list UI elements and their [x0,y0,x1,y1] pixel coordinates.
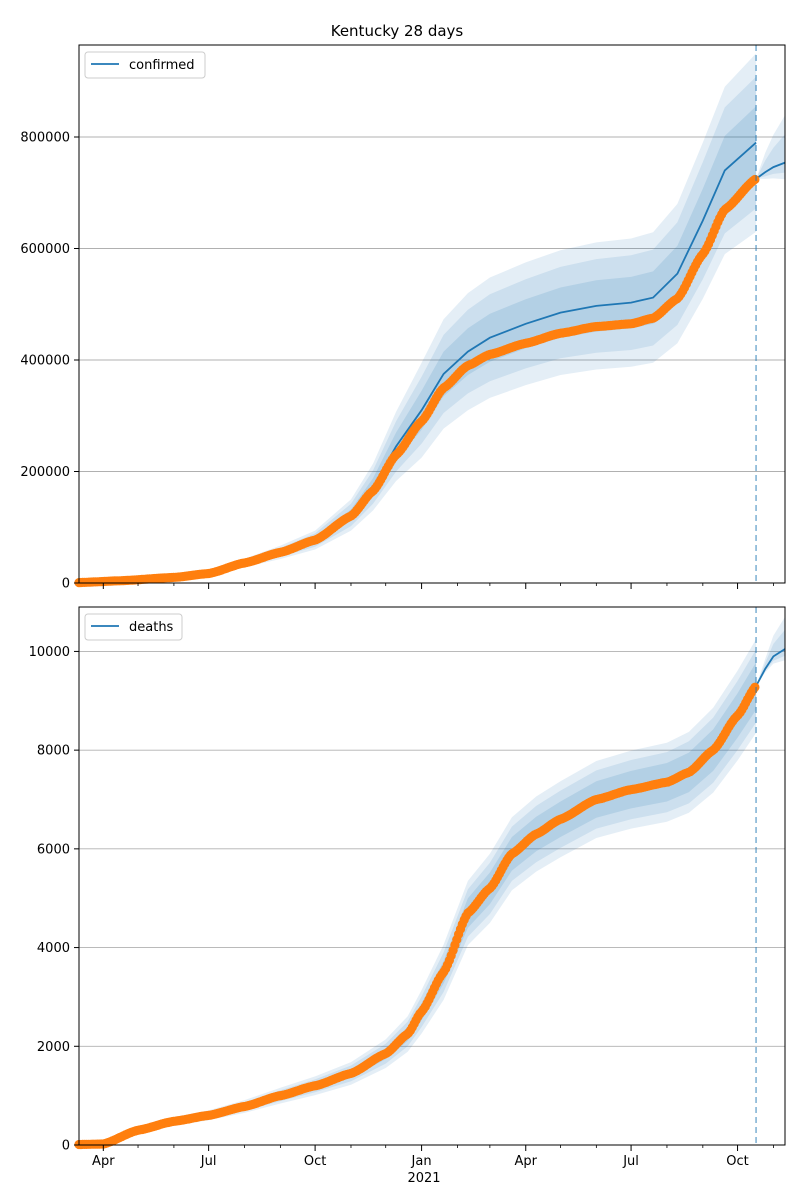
band-band_outer_width-deaths [79,639,757,1145]
y-tick-label-confirmed-1: 200000 [20,465,70,480]
forecast-line-deaths [755,648,786,687]
y-tick-label-confirmed-2: 400000 [20,353,70,368]
y-tick-label-deaths-5: 10000 [29,645,70,660]
plot-frame-deaths [78,606,786,1146]
x-ticks-confirmed [102,583,774,589]
chart-title: Kentucky 28 days [331,22,464,40]
panel-deaths: 0 2000 4000 6000 8000 10000 Apr Jul Oct Jan Apr Ju… [29,606,786,1169]
band-band_inner_width-deaths [79,662,757,1145]
forecast-line-confirmed [755,161,786,180]
forecast-band-0-confirmed [756,115,785,180]
fitted-line-confirmed [78,141,757,584]
y-tick-label-confirmed-4: 800000 [20,130,70,145]
forecast-band-0-deaths [756,616,785,686]
y-tick-label-confirmed-3: 600000 [20,242,70,257]
y-tick-label-deaths-2: 4000 [37,941,70,956]
x-tick-label-2: Oct [304,1154,326,1169]
y-tick-label-confirmed-0: 0 [62,577,70,592]
legend-label-confirmed: confirmed [129,58,195,73]
legend-deaths: deaths [84,613,183,641]
plot-frame-confirmed [78,44,786,584]
band-band_mid_width-deaths [79,649,757,1145]
band-band_mid_width-confirmed [79,76,757,583]
y-tick-label-deaths-1: 2000 [37,1040,70,1055]
y-tick-label-deaths-4: 8000 [37,744,70,759]
x-tick-label-3: Jan [411,1154,432,1169]
observed-points-deaths [74,682,760,1150]
y-ticks-deaths: 0 2000 4000 6000 8000 10000 [29,645,79,1154]
x-tick-label-5: Jul [622,1154,639,1169]
x-year-label: 2021 [407,1171,440,1186]
forecast-bands-confirmed [756,115,785,180]
forecast-band-1-confirmed [756,134,785,179]
y-ticks-confirmed: 0 200000 400000 600000 800000 [20,130,79,592]
uncertainty-bands-confirmed [79,53,757,583]
x-tick-label-4: Apr [514,1154,537,1169]
legend-box [84,51,206,79]
band-band_outer_width-confirmed [79,53,757,583]
uncertainty-bands-deaths [79,639,757,1145]
panel-confirmed: 0 200000 400000 600000 800000 confirmed [20,44,786,592]
observed-point-deaths-365 [750,682,760,692]
x-tick-label-6: Oct [726,1154,748,1169]
legend-box [84,613,183,641]
y-tick-label-deaths-3: 6000 [37,842,70,857]
y-tick-label-deaths-0: 0 [62,1139,70,1154]
legend-confirmed: confirmed [84,51,206,79]
grid-lines-deaths [79,650,785,1146]
x-ticks-deaths: Apr Jul Oct Jan Apr Jul Oct [92,1145,774,1169]
x-tick-label-1: Jul [200,1154,217,1169]
legend-label-deaths: deaths [129,620,174,635]
observed-point-confirmed-365 [750,174,760,185]
x-tick-label-0: Apr [92,1154,115,1169]
observed-points-confirmed [74,174,760,588]
